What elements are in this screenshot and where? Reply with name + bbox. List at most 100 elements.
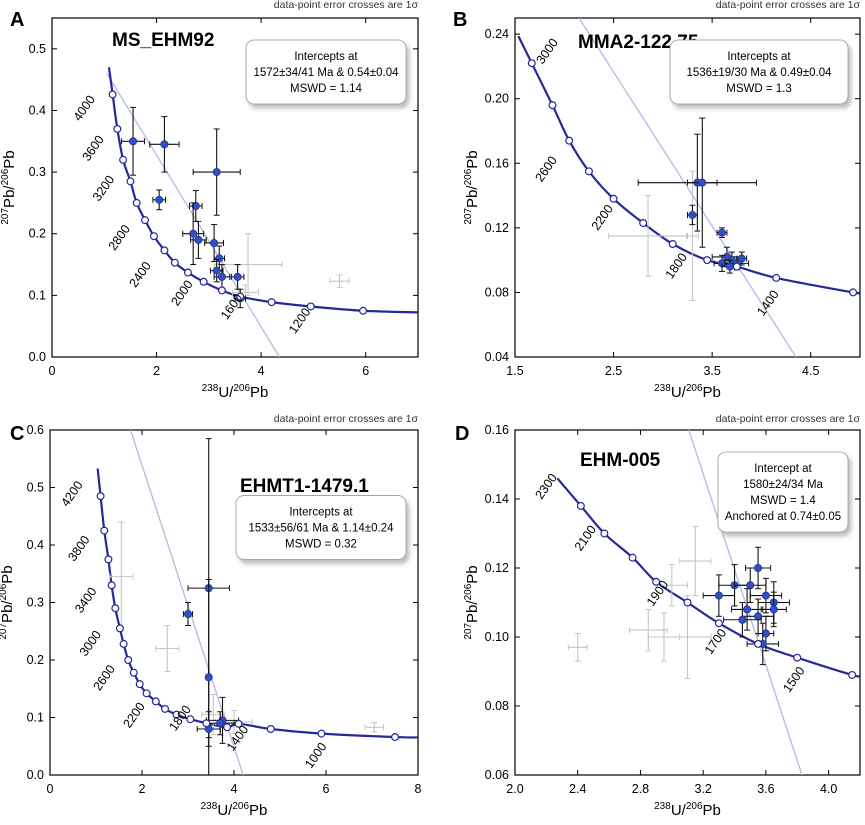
y-tick-label: 0.0 [27,768,44,782]
data-point [741,598,775,635]
info-box-frame [245,39,407,105]
data-point [723,602,762,638]
data-point-marker [191,201,200,210]
concordia-age-node [703,256,712,265]
data-point [716,227,728,239]
data-point-marker [233,272,242,281]
y-axis-title: 207Pb/206Pb [463,150,481,224]
data-point [736,251,748,266]
data-point [121,106,146,176]
concordia-age-node [199,277,208,286]
data-point-marker [688,210,697,219]
concordia-age-node [149,232,158,241]
data-point [196,711,221,747]
data-point [190,220,207,259]
concordia-age-node [754,639,763,648]
panel-c: data-point error crosses are 1σ C 0 2 4 6 8 0.0… [0,413,422,819]
x-axis-title: 238U/206Pb [202,383,269,401]
info-box-line: 1536±19/30 Ma & 0.49±0.04 [687,67,833,79]
data-point-marker [217,272,226,281]
x-axis-title: 238U/206Pb [654,383,721,401]
info-box: Intercepts at 1536±19/30 Ma & 0.49±0.04 MS… [669,39,849,105]
y-tick-label: 0.1 [29,288,46,302]
concordia-age-node [100,526,109,535]
excluded-data-point [567,633,588,662]
data-point [687,117,718,248]
data-point-marker [761,591,770,600]
concordia-age-node [306,302,315,311]
x-axis-title: 238U/206Pb [654,801,721,819]
error-note: data-point error crosses are 1σ [274,413,419,425]
concordia-age-node [107,581,116,590]
concordia-age-node [848,670,857,679]
info-box-line: Intercepts at [289,507,353,519]
concordia-age-node [234,719,243,728]
concordia-age-node [668,240,677,249]
y-axis-title: 207Pb/206Pb [463,565,481,639]
concordia-age-node [584,167,593,176]
concordia-age-node [772,273,781,282]
panel-a: data-point error crosses are 1σ A 0 2 4 6 0.0 0… [0,0,419,401]
info-box-line: Intercept at [754,463,812,475]
y-tick-label: 0.06 [485,768,509,782]
y-tick-label: 0.0 [29,350,46,364]
data-point-marker [769,605,778,614]
data-point-marker [761,629,770,638]
panel-label: B [453,9,467,31]
x-tick-label: 4 [258,364,265,378]
x-tick-label: 6 [362,364,369,378]
data-point-marker [725,262,734,271]
x-tick-label: 2 [139,782,146,796]
data-point-marker [718,228,727,237]
data-point [213,245,226,272]
data-point [192,128,241,216]
concordia-age-node [124,655,133,664]
info-box-line: Intercepts at [727,51,791,63]
data-point-marker [754,564,763,573]
data-point [189,190,203,222]
x-tick-label: 1.5 [506,364,523,378]
panel-d: data-point error crosses are 1σ D 2.0 2.4 2.… [455,413,861,819]
y-tick-label: 0.12 [485,221,509,235]
data-point [182,202,205,266]
y-tick-label: 0.04 [485,350,509,364]
y-tick-label: 0.2 [29,227,46,241]
data-point-marker [129,137,138,146]
x-tick-label: 2 [153,364,160,378]
info-box: Intercepts at 1572±34/41 Ma & 0.54±0.04 MS… [245,39,407,105]
concordia-age-node [119,639,128,648]
error-note: data-point error crosses are 1σ [274,0,419,11]
concordia-age-node [236,292,245,301]
y-tick-label: 0.24 [485,27,509,41]
concordia-age-node [683,598,692,607]
x-tick-label: 3.6 [757,782,774,796]
data-point [687,204,698,226]
concordia-age-node [126,177,135,186]
concordia-age-node [172,710,181,719]
concordia-age-node [317,729,326,738]
concordia-age-node [183,268,192,277]
concordia-age-node [639,219,648,228]
data-point [702,574,736,617]
info-box-frame [669,39,849,105]
data-point-marker [212,266,221,275]
y-tick-label: 0.3 [29,165,46,179]
sample-title: EHM-005 [580,450,661,471]
x-tick-label: 3.5 [703,364,720,378]
x-tick-label: 0 [47,782,54,796]
x-tick-label: 4 [231,782,238,796]
concordia-age-node [793,653,802,662]
y-tick-label: 0.20 [485,92,509,106]
y-tick-label: 0.08 [485,285,509,299]
concordia-age-node [115,624,124,633]
concordia-age-node [359,306,368,315]
concordia-age-node [119,155,128,164]
excluded-data-point [155,625,180,672]
info-box-line: Intercepts at [294,51,358,63]
discordia-line [688,430,803,775]
info-box-line: MSWD = 1.4 [750,495,816,507]
x-tick-label: 2.4 [569,782,586,796]
concordia-age-node [849,288,858,297]
info-box-line: MSWD = 0.32 [285,539,357,551]
